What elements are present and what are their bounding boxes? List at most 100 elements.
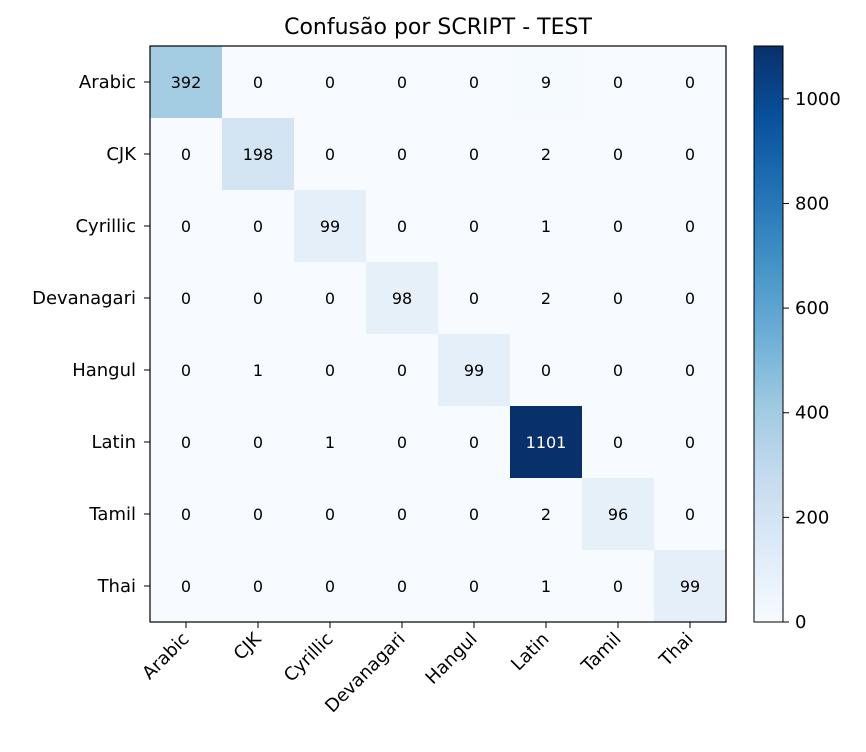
cell-value-label: 1	[253, 361, 263, 380]
heatmap-cell	[510, 334, 583, 407]
heatmap-cell	[366, 334, 439, 407]
heatmap-cell	[510, 118, 583, 191]
cell-value-label: 2	[541, 145, 551, 164]
heatmap-cell	[222, 118, 295, 191]
cell-value-label: 0	[325, 145, 335, 164]
heatmap-cells	[150, 46, 727, 623]
cell-value-label: 0	[325, 577, 335, 596]
heatmap-cell	[438, 118, 511, 191]
heatmap-cell	[366, 46, 439, 119]
cell-value-label: 0	[469, 145, 479, 164]
cell-value-label: 0	[397, 73, 407, 92]
x-tick-label: Cyrillic	[280, 629, 338, 687]
heatmap-cell	[438, 478, 511, 551]
cell-value-label: 2	[541, 505, 551, 524]
cell-value-label: 0	[469, 433, 479, 452]
heatmap-cell	[222, 190, 295, 263]
cell-value-label: 1	[541, 217, 551, 236]
cell-value-label: 0	[613, 73, 623, 92]
cell-value-label: 0	[685, 217, 695, 236]
cell-value-label: 0	[181, 145, 191, 164]
cell-value-label: 0	[613, 361, 623, 380]
heatmap-cell	[438, 190, 511, 263]
heatmap-cell	[294, 550, 367, 623]
heatmap-cell	[654, 406, 727, 479]
cell-value-label: 0	[397, 217, 407, 236]
cell-value-label: 9	[541, 73, 551, 92]
heatmap-cell	[150, 118, 223, 191]
cell-value-label: 99	[680, 577, 700, 596]
heatmap-cell	[222, 262, 295, 335]
heatmap-cell	[654, 262, 727, 335]
cell-value-label: 0	[325, 73, 335, 92]
y-tick-label: Cyrillic	[75, 216, 136, 237]
heatmap-cell	[294, 406, 367, 479]
heatmap-cell	[654, 550, 727, 623]
cell-value-label: 0	[397, 145, 407, 164]
cell-value-label: 0	[613, 145, 623, 164]
cell-value-label: 0	[685, 289, 695, 308]
heatmap-cell	[222, 406, 295, 479]
cell-value-label: 0	[397, 433, 407, 452]
heatmap-cell	[582, 478, 655, 551]
heatmap-cell	[582, 190, 655, 263]
cell-value-label: 0	[685, 505, 695, 524]
heatmap-cell	[582, 46, 655, 119]
heatmap-cell	[294, 46, 367, 119]
cell-value-label: 0	[685, 361, 695, 380]
heatmap-cell	[438, 262, 511, 335]
cell-value-label: 0	[181, 289, 191, 308]
heatmap-cell	[510, 262, 583, 335]
cell-value-label: 0	[181, 577, 191, 596]
heatmap-cell	[294, 334, 367, 407]
heatmap-cell	[294, 190, 367, 263]
y-tick-label: CJK	[106, 144, 137, 165]
colorbar-tick-label: 200	[795, 507, 829, 528]
heatmap-cell	[150, 262, 223, 335]
cell-value-label: 0	[253, 433, 263, 452]
cell-value-label: 2	[541, 289, 551, 308]
heatmap-cell	[222, 334, 295, 407]
cell-value-label: 0	[469, 505, 479, 524]
cell-value-label: 0	[397, 577, 407, 596]
colorbar-tick-label: 800	[795, 193, 829, 214]
cell-value-label: 1	[325, 433, 335, 452]
cell-value-label: 0	[685, 73, 695, 92]
heatmap-cell	[150, 478, 223, 551]
heatmap-cell	[438, 334, 511, 407]
cell-value-label: 0	[325, 505, 335, 524]
y-tick-label: Tamil	[88, 504, 136, 525]
heatmap-cell	[438, 46, 511, 119]
cell-value-label: 0	[325, 289, 335, 308]
x-tick-label: Latin	[507, 629, 553, 675]
y-tick-label: Arabic	[79, 72, 136, 93]
cell-value-label: 0	[253, 289, 263, 308]
chart-title: Confusão por SCRIPT - TEST	[284, 15, 592, 40]
heatmap-cell	[150, 334, 223, 407]
cell-value-label: 0	[181, 217, 191, 236]
heatmap-cell	[366, 406, 439, 479]
heatmap-cell	[294, 478, 367, 551]
x-tick-label: Thai	[655, 629, 698, 672]
cell-value-label: 0	[469, 217, 479, 236]
heatmap-cell	[654, 334, 727, 407]
heatmap-cell	[366, 118, 439, 191]
y-tick-label: Latin	[91, 432, 136, 453]
cell-value-label: 0	[613, 577, 623, 596]
heatmap-cell	[510, 550, 583, 623]
heatmap-cell	[294, 262, 367, 335]
x-tick-label: CJK	[230, 628, 267, 665]
cell-value-label: 0	[541, 361, 551, 380]
cell-value-label: 0	[613, 289, 623, 308]
cell-value-label: 96	[608, 505, 628, 524]
y-tick-label: Hangul	[72, 360, 136, 381]
heatmap-cell	[582, 406, 655, 479]
cell-value-label: 198	[243, 145, 274, 164]
x-tick-label: Tamil	[577, 629, 626, 678]
cell-value-label: 0	[685, 145, 695, 164]
heatmap-cell-labels: 392 0 0 0 0 9 0 0 0 198 0 0 0 2 0 0 0 0 99 0 0 1 0 0 0 0 0 98 0 2 0 0 0 1…	[171, 73, 700, 596]
heatmap-cell	[438, 550, 511, 623]
heatmap-cell	[654, 46, 727, 119]
